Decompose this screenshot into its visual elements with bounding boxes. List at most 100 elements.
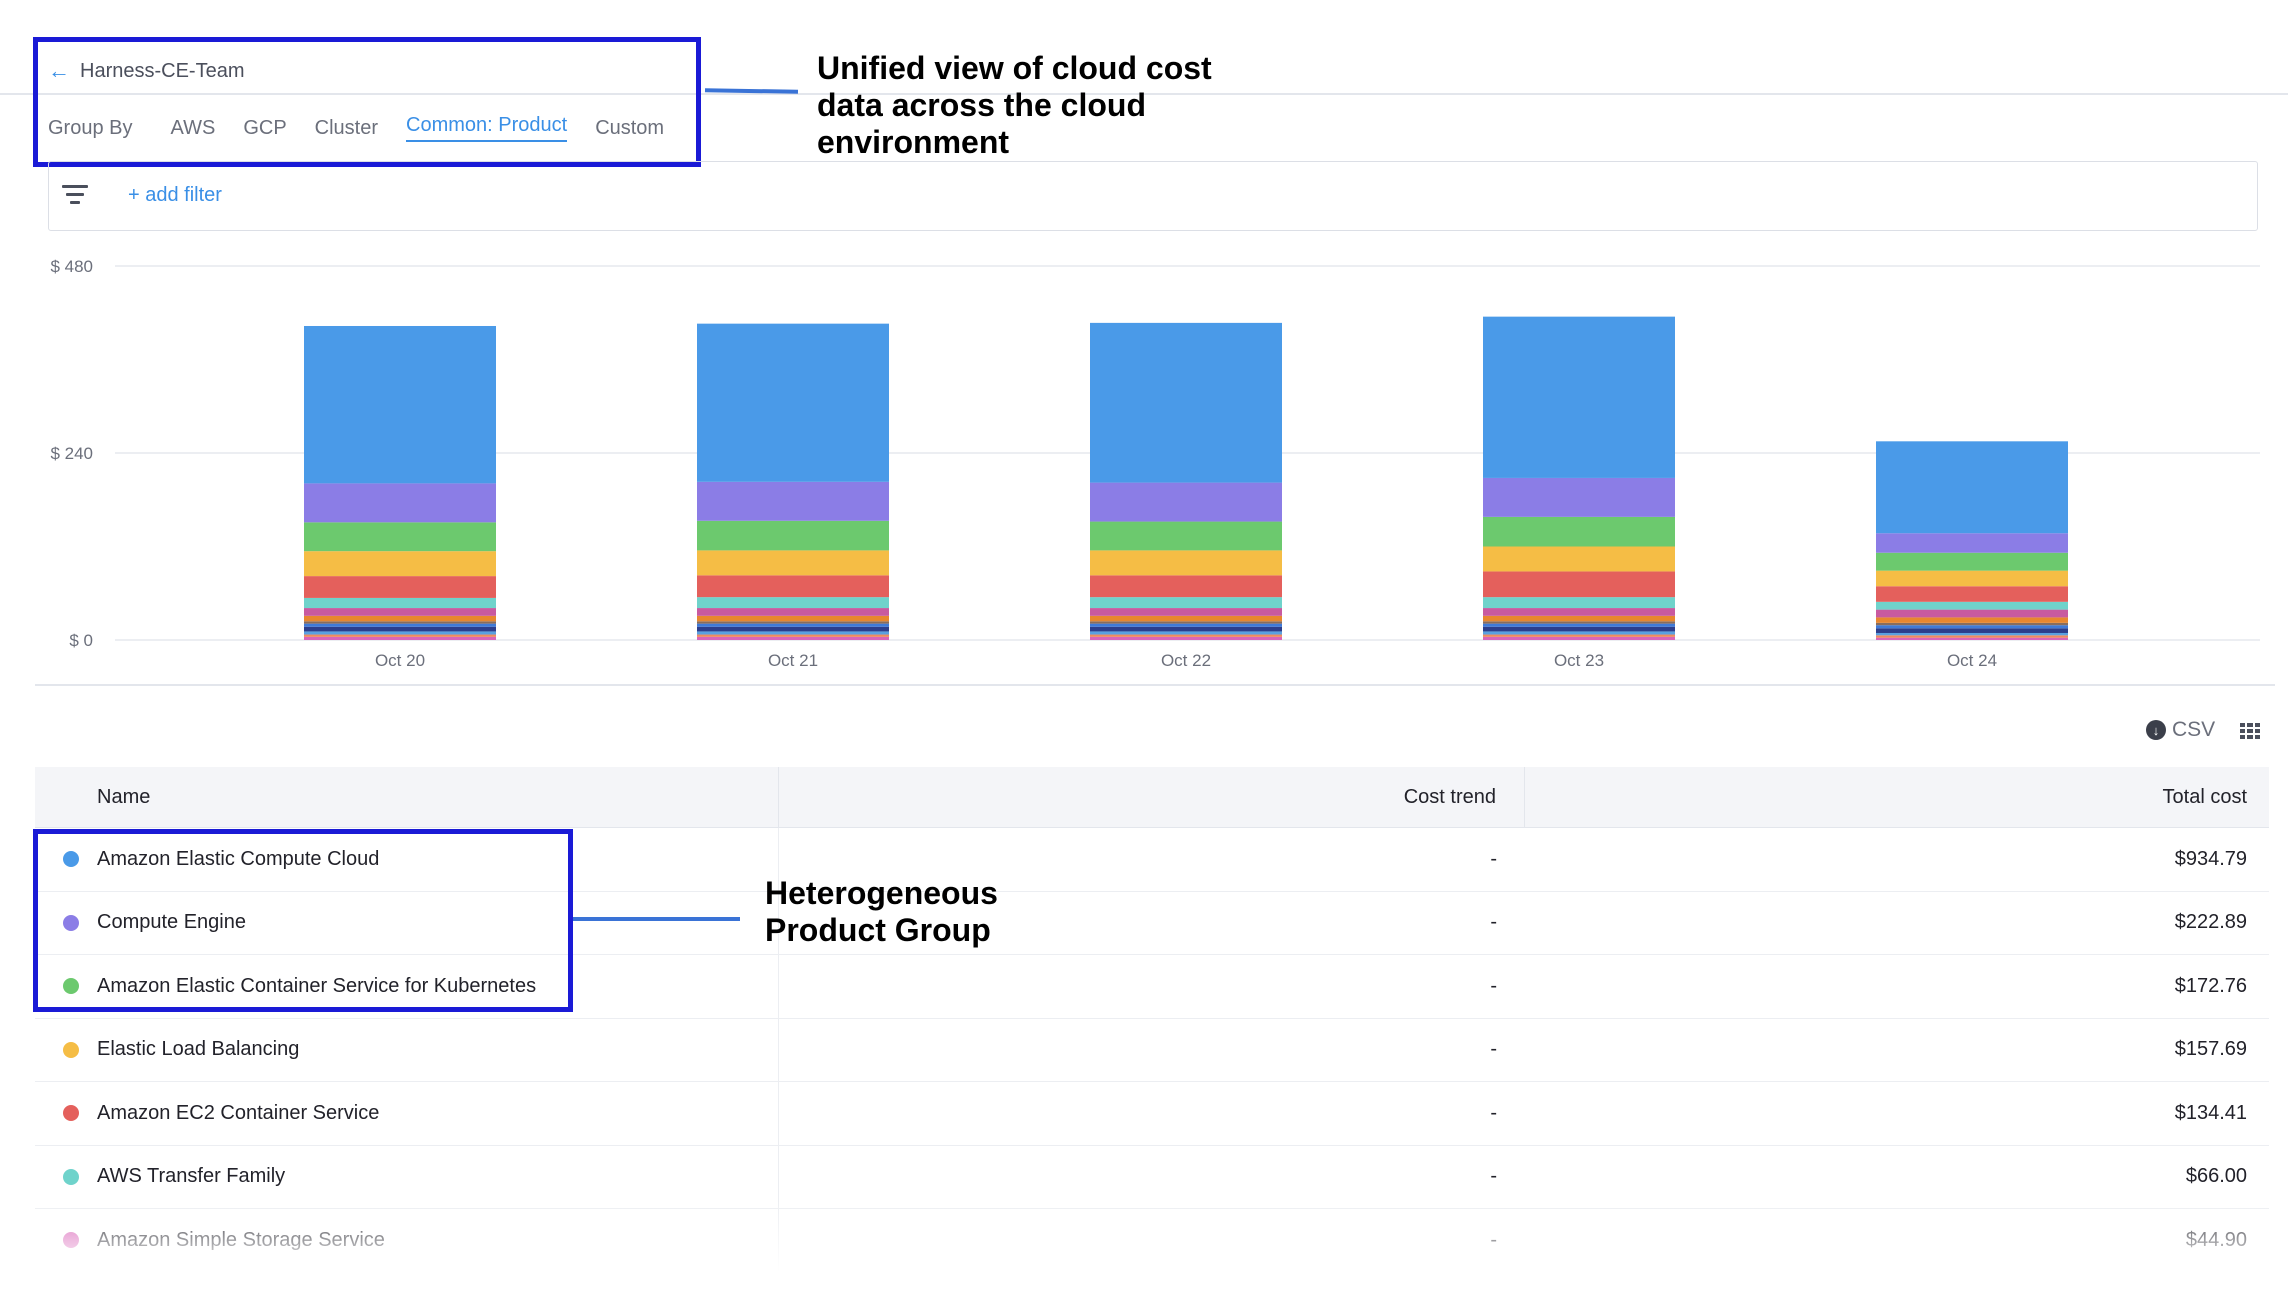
cell-total-cost: $44.90 <box>2185 1228 2247 1251</box>
legend-dot-icon <box>63 978 79 995</box>
bar-segment <box>1876 617 2068 623</box>
tab-custom[interactable]: Custom <box>595 116 665 139</box>
bar-segment <box>1090 621 1282 624</box>
cell-total-cost: $66.00 <box>2185 1165 2247 1188</box>
filter-icon[interactable] <box>62 185 88 207</box>
back-link[interactable]: ← Harness-CE-Team <box>48 58 244 84</box>
cell-total-cost: $222.89 <box>2174 911 2247 934</box>
bar-segment <box>1090 550 1282 576</box>
bar-segment <box>1876 533 2068 553</box>
bar-segment <box>697 636 889 640</box>
bar-segment <box>1090 615 1282 622</box>
bar-segment <box>304 631 496 635</box>
x-tick-label: Oct 24 <box>1947 651 1997 670</box>
product-name: Elastic Load Balancing <box>97 1038 300 1061</box>
cell-cost-trend: - <box>1490 911 1497 934</box>
group-by-label: Group By <box>48 116 133 139</box>
table-row[interactable]: AWS Transfer Family - $66.00 <box>35 1145 2269 1209</box>
bar-segment <box>697 597 889 609</box>
cell-cost-trend: - <box>1490 1228 1497 1251</box>
bar-segment <box>1876 637 2068 640</box>
tab-aws[interactable]: AWS <box>170 116 216 139</box>
table-row[interactable]: Elastic Load Balancing - $157.69 <box>35 1018 2269 1082</box>
bar-segment <box>697 481 889 521</box>
bar-segment <box>1090 482 1282 522</box>
annotation-line: environment <box>817 124 1010 160</box>
cell-name: Elastic Load Balancing <box>35 1018 779 1081</box>
cell-cost-trend: - <box>1490 1038 1497 1061</box>
bar-segment <box>1483 631 1675 635</box>
bar-segment <box>1090 608 1282 616</box>
product-name: Amazon Elastic Container Service for Kub… <box>97 974 537 997</box>
cell-name: Amazon Elastic Container Service for Kub… <box>35 955 779 1018</box>
bar-segment <box>1090 634 1282 637</box>
bar-segment <box>1876 441 2068 534</box>
bar-segment <box>1483 516 1675 547</box>
product-name: Compute Engine <box>97 911 246 934</box>
bar-segment <box>1090 626 1282 632</box>
bar-segment <box>304 615 496 622</box>
bar-segment <box>1090 322 1282 483</box>
cell-name: Amazon Elastic Compute Cloud <box>35 828 779 891</box>
bar-segment <box>1483 634 1675 637</box>
y-tick-label: $ 0 <box>69 631 93 650</box>
bar-segment <box>304 325 496 484</box>
bar-segment <box>1876 625 2068 629</box>
bar-segment <box>697 575 889 598</box>
bar-segment <box>304 483 496 523</box>
bar-segment <box>1090 597 1282 609</box>
bar-segment <box>1483 477 1675 517</box>
tab-common-product[interactable]: Common: Product <box>406 114 568 142</box>
bar-segment <box>697 626 889 632</box>
back-arrow-icon: ← <box>48 58 70 83</box>
bar-segment <box>697 621 889 624</box>
bar-segment <box>697 623 889 627</box>
csv-download-button[interactable]: ↓ CSV <box>2146 718 2215 742</box>
bar-segment <box>304 623 496 627</box>
y-tick-label: $ 240 <box>50 444 93 463</box>
cost-bar-chart: $ 480 $ 240 $ 0 Oct 20 Oct 21 Oct 22 Oct 23 Oct… <box>50 257 2260 670</box>
y-tick-label: $ 480 <box>50 257 93 276</box>
tab-cluster[interactable]: Cluster <box>314 116 379 139</box>
x-tick-label: Oct 23 <box>1554 651 1604 670</box>
bar-segment <box>304 621 496 624</box>
group-by-bar: Group By AWS GCP Cluster Common: Product… <box>48 114 692 142</box>
table-row[interactable]: Amazon Elastic Container Service for Kub… <box>35 955 2269 1019</box>
legend-dot-icon <box>63 1232 79 1249</box>
cell-cost-trend: - <box>1490 1165 1497 1188</box>
product-name: AWS Transfer Family <box>97 1165 286 1188</box>
cell-total-cost: $934.79 <box>2174 847 2247 870</box>
column-settings-icon[interactable] <box>2240 723 2260 739</box>
bar-segment <box>1090 636 1282 640</box>
add-filter-link[interactable]: + add filter <box>128 184 222 206</box>
header-name[interactable]: Name <box>35 767 779 827</box>
team-name: Harness-CE-Team <box>80 59 245 82</box>
chart-divider <box>35 684 2275 686</box>
bar-segment <box>697 608 889 616</box>
header-cost-trend[interactable]: Cost trend <box>779 767 1525 827</box>
bar-segment <box>1483 608 1675 616</box>
product-name: Amazon Elastic Compute Cloud <box>97 847 380 870</box>
bar-segment <box>1090 623 1282 627</box>
bar-segment <box>697 615 889 622</box>
table-row[interactable]: Amazon EC2 Container Service - $134.41 <box>35 1082 2269 1146</box>
bar-segment <box>1876 622 2068 626</box>
annotation-connector-mid <box>573 917 740 921</box>
annotation-product-group: Heterogeneous Product Group <box>765 875 998 949</box>
bar-segment <box>1483 626 1675 632</box>
table-row[interactable]: Compute Engine - $222.89 <box>35 891 2269 955</box>
table-row[interactable]: Amazon Elastic Compute Cloud - $934.79 <box>35 828 2269 892</box>
legend-dot-icon <box>63 914 79 931</box>
table-row[interactable]: Amazon Simple Storage Service - $44.90 <box>35 1209 2269 1273</box>
cell-cost-trend: - <box>1490 974 1497 997</box>
bar-segment <box>304 576 496 598</box>
bar-segment <box>1090 575 1282 598</box>
cell-name: Compute Engine <box>35 891 779 954</box>
cost-table: Name Cost trend Total cost Amazon Elasti… <box>35 767 2269 1273</box>
tab-gcp[interactable]: GCP <box>243 116 287 139</box>
bar-segment <box>1483 615 1675 622</box>
bar-segment <box>1483 623 1675 627</box>
product-group-highlight-box <box>33 829 573 1012</box>
x-tick-label: Oct 20 <box>375 651 425 670</box>
header-total-cost[interactable]: Total cost <box>2162 785 2247 808</box>
